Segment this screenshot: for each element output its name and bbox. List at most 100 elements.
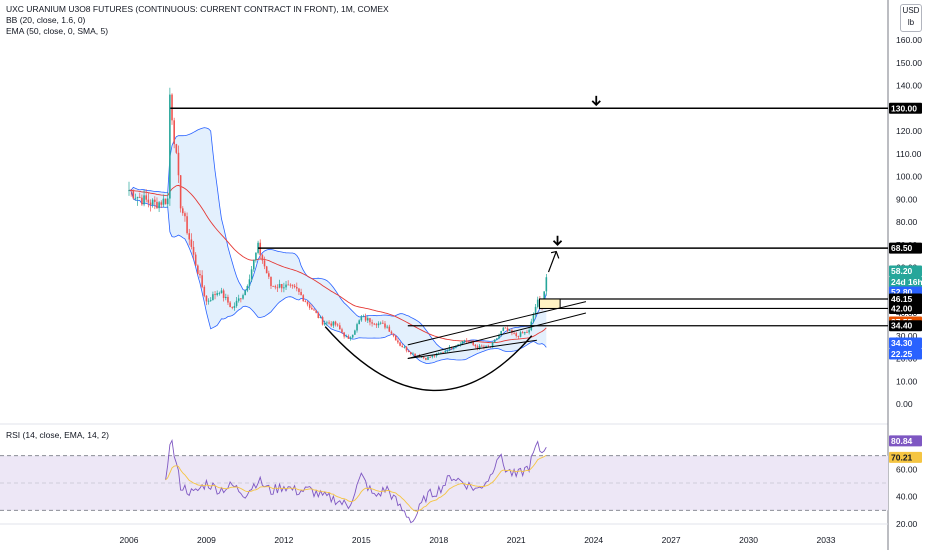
candle-body xyxy=(485,345,487,348)
candle-body xyxy=(291,284,294,286)
candle-body xyxy=(433,355,436,357)
time-tick-label: 2024 xyxy=(584,535,603,545)
candle-body xyxy=(508,330,511,332)
candle-body xyxy=(154,199,156,202)
bb-fill-area xyxy=(129,127,547,364)
highlight-box xyxy=(538,298,561,309)
candle-body xyxy=(412,353,414,355)
candle-body xyxy=(304,301,307,303)
candle-body xyxy=(317,312,320,319)
rsi-ma-line xyxy=(165,454,547,512)
candle-body xyxy=(487,345,490,347)
time-tick-label: 2018 xyxy=(429,535,448,545)
candle-body xyxy=(177,152,180,176)
price-label-text: 42.00 xyxy=(891,303,913,313)
candle-body xyxy=(225,296,227,299)
candle-body xyxy=(481,345,483,347)
candle-body xyxy=(218,293,221,294)
bollinger-band-lines xyxy=(128,127,547,365)
rsi-label-text: 70.21 xyxy=(891,452,913,462)
candle-body xyxy=(130,190,132,192)
candle-body xyxy=(429,357,431,358)
candle-body xyxy=(289,284,292,286)
candle-body xyxy=(405,346,408,351)
candle-body xyxy=(214,294,216,296)
candle-body xyxy=(360,316,363,321)
price-tick-label: 120.00 xyxy=(896,126,922,136)
candle-body xyxy=(209,300,212,301)
candle-body xyxy=(410,351,412,354)
candle-body xyxy=(386,326,388,328)
candle-body xyxy=(300,291,302,296)
candle-body xyxy=(369,318,371,323)
candle-body xyxy=(444,350,447,353)
price-tick-label: 160.00 xyxy=(896,35,922,45)
candle-body xyxy=(351,334,354,338)
down-arrow-icon-head xyxy=(591,100,601,107)
candle-body xyxy=(285,284,287,288)
rsi-tick-label: 60.00 xyxy=(896,464,918,474)
candle-body xyxy=(220,290,223,294)
candle-body xyxy=(366,318,369,321)
candle-body xyxy=(242,295,244,299)
candle-body xyxy=(422,357,425,358)
candle-body xyxy=(147,199,150,203)
candle-body xyxy=(528,330,530,333)
candle-body xyxy=(519,332,522,337)
currency-unit-button[interactable]: USD lb xyxy=(900,4,922,32)
candle-body xyxy=(270,276,272,287)
candle-body xyxy=(268,273,270,277)
candle-body xyxy=(252,259,255,270)
candle-body xyxy=(526,332,528,333)
candle-body xyxy=(461,341,464,345)
candle-body xyxy=(341,329,343,333)
candle-body xyxy=(227,296,229,303)
candle-body xyxy=(328,322,330,324)
candle-body xyxy=(425,357,427,360)
bollinger-band-fill xyxy=(129,127,547,364)
candle-body xyxy=(330,323,333,326)
price-tick-label: 80.00 xyxy=(896,217,918,227)
candle-body xyxy=(315,310,317,313)
candle-body xyxy=(263,260,266,267)
candle-body xyxy=(397,340,399,343)
up-arrow-icon xyxy=(547,251,557,273)
price-tick-label: 0.00 xyxy=(896,399,913,409)
bb-indicator-label[interactable]: BB (20, close, 1.6, 0) xyxy=(6,15,86,25)
candle-body xyxy=(160,202,163,205)
candle-body xyxy=(446,350,449,352)
ema-indicator-label[interactable]: EMA (50, close, 0, SMA, 5) xyxy=(6,26,109,36)
candle-body xyxy=(390,331,393,334)
candle-body xyxy=(347,336,350,339)
support-line xyxy=(407,339,537,359)
rsi-tick-label: 40.00 xyxy=(896,492,918,502)
candle-body xyxy=(506,328,509,332)
candle-body xyxy=(265,266,268,274)
candle-body xyxy=(192,246,195,255)
candle-body xyxy=(468,341,470,343)
price-label-text: 46.15 xyxy=(891,294,913,304)
candle-body xyxy=(151,199,154,205)
candle-body xyxy=(524,332,526,334)
candle-body xyxy=(375,324,378,326)
currency-unit: lb xyxy=(907,18,915,27)
candles xyxy=(128,87,548,361)
candle-body xyxy=(246,286,249,291)
price-label-bg xyxy=(889,320,922,332)
candle-body xyxy=(493,339,496,343)
rsi-indicator-label[interactable]: RSI (14, close, EMA, 14, 2) xyxy=(6,430,109,440)
candle-body xyxy=(166,198,169,205)
candle-body xyxy=(283,287,285,289)
candle-body xyxy=(345,336,348,338)
currency-code: USD xyxy=(902,6,920,15)
candle-body xyxy=(334,321,337,325)
candle-body xyxy=(229,302,231,307)
candle-body xyxy=(216,293,219,296)
candle-body xyxy=(442,352,444,354)
candle-body xyxy=(308,304,311,308)
annotations xyxy=(170,95,888,392)
rsi-label-bg xyxy=(889,451,922,463)
candle-body xyxy=(399,342,401,346)
candle-body xyxy=(149,202,152,205)
